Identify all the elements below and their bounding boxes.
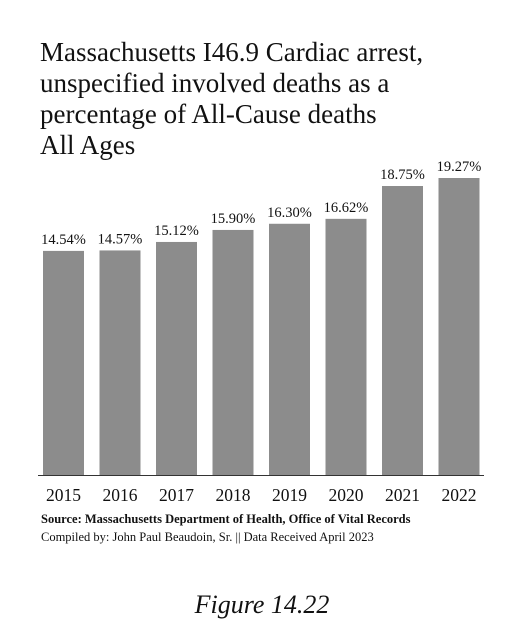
data-label-2021: 18.75% xyxy=(380,167,425,183)
bar-2017 xyxy=(156,241,197,475)
x-tick-label-2018: 2018 xyxy=(216,485,251,505)
chart-title-line: unspecified involved deaths as a xyxy=(40,68,390,98)
figure-caption: Figure 14.22 xyxy=(194,590,330,619)
data-label-2019: 16.30% xyxy=(267,205,312,221)
data-label-2022: 19.27% xyxy=(437,159,482,175)
x-tick-label-2015: 2015 xyxy=(46,485,81,505)
x-tick-label-2020: 2020 xyxy=(329,485,364,505)
data-label-2017: 15.12% xyxy=(154,223,199,239)
data-label-2016: 14.57% xyxy=(98,231,143,247)
data-label-2018: 15.90% xyxy=(211,211,256,227)
bar-2018 xyxy=(212,229,254,475)
x-tick-label-2019: 2019 xyxy=(272,485,307,505)
x-tick-label-2017: 2017 xyxy=(159,485,194,505)
bar-2020 xyxy=(325,218,367,476)
bar-2022 xyxy=(438,178,480,475)
compiled-note: Compiled by: John Paul Beaudoin, Sr. || … xyxy=(41,530,374,544)
chart-title-line: percentage of All-Cause deaths xyxy=(40,99,377,129)
chart-title-line: All Ages xyxy=(40,130,136,160)
x-tick-label-2022: 2022 xyxy=(442,485,477,505)
bar-2021 xyxy=(382,186,423,475)
bar-2016 xyxy=(99,250,141,475)
bar-chart: 14.54% 2015 14.57% 2016 15.12% 2017 15.90% 2018… xyxy=(38,159,484,505)
x-tick-label-2016: 2016 xyxy=(103,485,138,505)
bar-2015 xyxy=(43,250,84,475)
source-note: Source: Massachusetts Department of Heal… xyxy=(41,512,411,526)
x-tick-label-2021: 2021 xyxy=(385,485,420,505)
bar-2019 xyxy=(269,223,310,475)
data-label-2020: 16.62% xyxy=(324,200,369,216)
chart-title-line: Massachusetts I46.9 Cardiac arrest, xyxy=(40,37,424,67)
data-label-2015: 14.54% xyxy=(41,232,86,248)
